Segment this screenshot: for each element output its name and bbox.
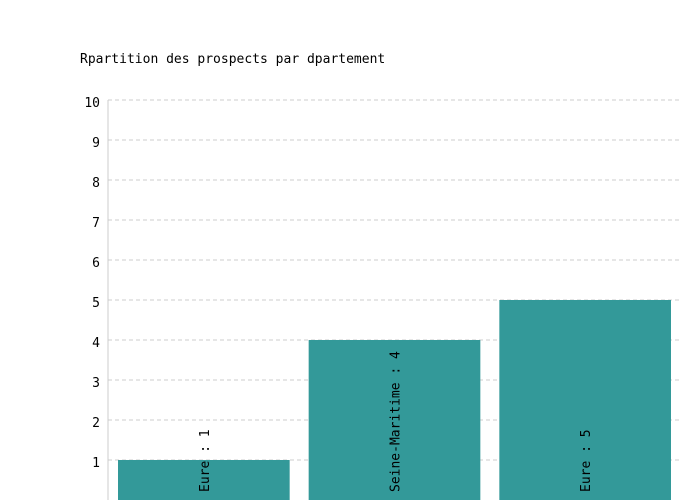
y-tick-label: 9 xyxy=(92,136,100,151)
bar-data-label: Eure : 5 xyxy=(579,429,594,492)
y-axis-ticks: 1 2 3 4 5 6 7 8 9 10 xyxy=(84,96,100,471)
y-tick-label: 3 xyxy=(92,376,100,391)
y-tick-label: 2 xyxy=(92,416,100,431)
y-tick-label: 6 xyxy=(92,256,100,271)
y-tick-label: 5 xyxy=(92,296,100,311)
bar-data-label: Eure : 1 xyxy=(198,429,213,492)
bar-data-label: Seine-Maritime : 4 xyxy=(389,351,404,492)
bars xyxy=(118,300,671,500)
bar xyxy=(499,300,671,500)
y-tick-label: 1 xyxy=(92,456,100,471)
bar xyxy=(308,340,481,500)
y-tick-label: 8 xyxy=(92,176,100,191)
chart-title: Rpartition des prospects par dpartement xyxy=(80,52,385,67)
bar-data-labels: Eure : 1 Seine-Maritime : 4 Eure : 5 xyxy=(198,351,594,492)
y-tick-label: 7 xyxy=(92,216,100,231)
y-tick-label: 4 xyxy=(92,336,100,351)
y-tick-label: 10 xyxy=(84,96,100,111)
bar xyxy=(118,460,290,500)
